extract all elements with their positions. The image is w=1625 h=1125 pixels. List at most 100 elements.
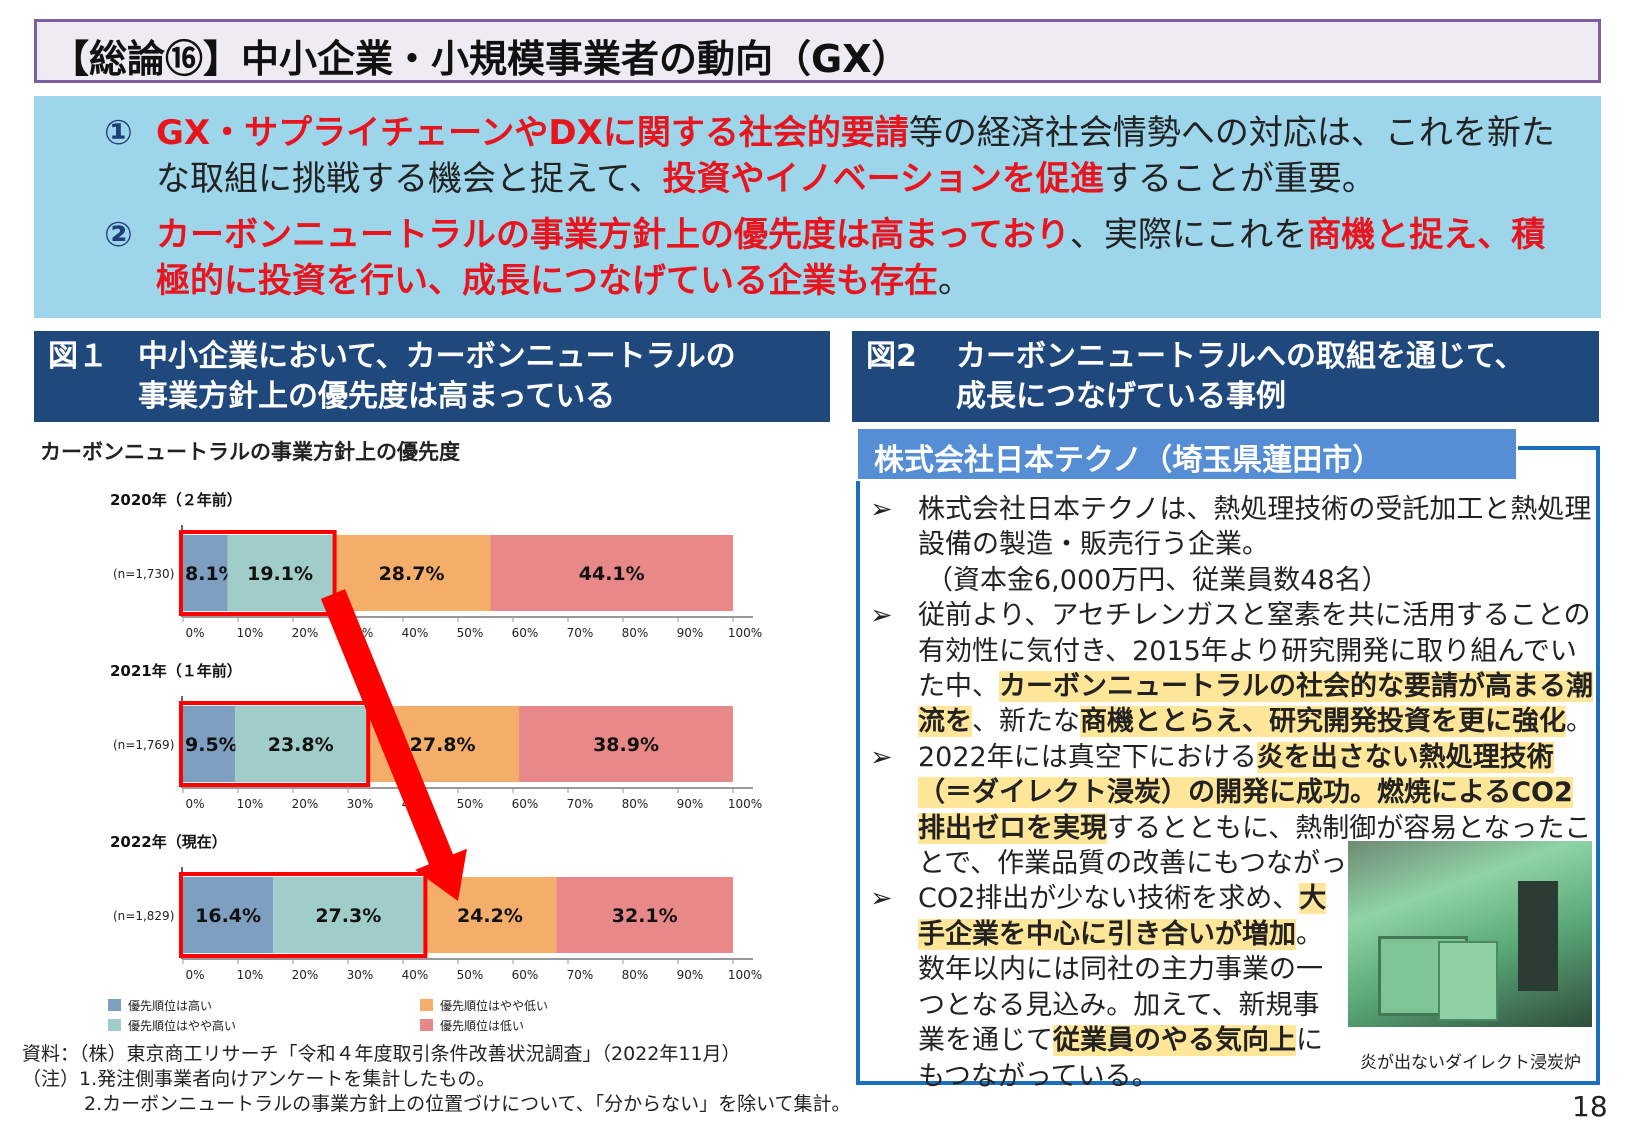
legend-swatch (108, 999, 121, 1011)
body-text: 、実際にこれを (1069, 215, 1308, 255)
trend-arrow-icon (320, 589, 467, 901)
case-bullet: ➢ CO2排出が少ない技術を求め、大手企業を中心に引き合いが増加。数年以内には同社… (870, 881, 1340, 1093)
x-tick-label: 80% (622, 968, 649, 982)
panel-title: 2022年（現在） (110, 833, 227, 851)
body-text: 従前より、アセチレンガスと窒素を共に活用することの有効性に気付き、2015年より… (918, 600, 1591, 703)
body-text: 株式会社日本テクノは、熱処理技術の受託加工と熱処理設備の製造・販売行う企業。 (918, 494, 1592, 561)
highlighted-text: 従業員のやる気向上 (1053, 1025, 1296, 1057)
figure1-title-line: 中小企業において、カーボンニュートラルの (138, 339, 736, 374)
body-text: 等の経済社会情勢への対応は、これを新たな取組に挑戦する機会と捉えて、 (156, 113, 1555, 199)
x-tick-label: 10% (237, 626, 264, 640)
x-tick-label: 70% (567, 626, 594, 640)
body-text: 。数年以内には同社の主力事業の一つとなる見込み。加えて、新規事業を通じて (918, 918, 1323, 1057)
data-label: 44.1% (579, 563, 645, 585)
x-tick-label: 60% (512, 968, 539, 982)
note-2: 2.カーボンニュートラルの事業方針上の位置づけについて、「分からない」を除いて集… (84, 1093, 851, 1115)
data-label: 23.8% (268, 734, 334, 756)
bar-segment (227, 535, 333, 611)
x-tick-label: 100% (728, 626, 762, 640)
sample-size-label: (n=1,730) (113, 567, 174, 581)
figure2-label: 図2 (866, 339, 917, 374)
legend-label: 優先順位は高い (128, 998, 212, 1013)
x-tick-label: 60% (512, 626, 539, 640)
x-tick-label: 100% (728, 797, 762, 811)
x-tick-label: 20% (292, 797, 319, 811)
x-tick-label: 100% (728, 968, 762, 982)
data-label: 27.3% (315, 905, 381, 927)
x-tick-label: 30% (347, 968, 374, 982)
sample-size-label: (n=1,769) (113, 738, 174, 752)
bar-segment (332, 535, 491, 611)
case-bullet: ➢ 株式会社日本テクノは、熱処理技術の受託加工と熱処理設備の製造・販売行う企業。（… (870, 492, 1595, 598)
x-tick-label: 50% (457, 797, 484, 811)
x-tick-label: 20% (292, 626, 319, 640)
data-label: 38.9% (593, 734, 659, 756)
bar-segment (183, 877, 274, 953)
x-tick-label: 10% (237, 797, 264, 811)
arrowhead-bullet-icon: ➢ (870, 600, 893, 632)
summary-item: ① GX・サプライチェーンやDXに関する社会的要請等の経済社会情勢への対応は、これ… (104, 110, 1571, 202)
x-tick-label: 80% (622, 797, 649, 811)
x-tick-label: 40% (402, 968, 429, 982)
figure2-title-line: 成長につなげている事例 (956, 379, 1286, 414)
x-tick-label: 20% (292, 968, 319, 982)
x-tick-label: 30% (347, 797, 374, 811)
summary-item: ② カーボンニュートラルの事業方針上の優先度は高まっており、実際にこれを商機と捉え… (104, 212, 1571, 304)
item-number: ② (104, 215, 133, 255)
x-tick-label: 50% (457, 626, 484, 640)
x-tick-label: 0% (185, 626, 204, 640)
case-bullets: ➢ 株式会社日本テクノは、熱処理技術の受託加工と熱処理設備の製造・販売行う企業。（… (870, 492, 1595, 1094)
bar-segment (490, 535, 733, 611)
sample-size-label: (n=1,829) (113, 909, 174, 923)
x-tick-label: 0% (185, 797, 204, 811)
page-title: 【総論⑯】中小企業・小規模事業者の動向（GX） (34, 19, 1601, 83)
body-text: 2022年には真空下における (918, 741, 1257, 773)
page-number: 18 (1572, 1090, 1608, 1123)
summary-box: ① GX・サプライチェーンやDXに関する社会的要請等の経済社会情勢への対応は、これ… (34, 96, 1601, 318)
source-note: 資料：（株）東京商工リサーチ「令和４年度取引条件改善状況調査」（2022年11月… (22, 1043, 741, 1065)
body-text: 、新たな (972, 706, 1080, 738)
arrowhead-bullet-icon: ➢ (870, 494, 893, 525)
arrowhead-bullet-icon: ➢ (870, 883, 893, 915)
highlight-box (179, 872, 428, 958)
body-text: 。 (1566, 706, 1593, 738)
body-text: CO2排出が少ない技術を求め、 (918, 883, 1300, 915)
company-name: 株式会社日本テクノ（埼玉県蓮田市） (856, 427, 1518, 481)
furnace-photo (1348, 841, 1592, 1027)
case-bullet: ➢ 2022年には真空下における炎を出さない熱処理技術（＝ダイレクト浸炭）の開発に… (870, 740, 1595, 882)
emphasis-text: カーボンニュートラルの事業方針上の優先度は高まっており (156, 215, 1070, 255)
highlight-box (179, 530, 337, 616)
bar-segment (273, 877, 424, 953)
bar-segment (235, 706, 367, 782)
body-text: することが重要。 (1103, 159, 1376, 199)
data-label: 19.1% (247, 563, 313, 585)
x-tick-label: 0% (185, 968, 204, 982)
chart-subtitle: カーボンニュートラルの事業方針上の優先度 (40, 440, 460, 464)
legend-label: 優先順位はやや低い (440, 998, 548, 1013)
x-tick-label: 40% (402, 626, 429, 640)
data-label: 32.1% (612, 905, 678, 927)
bar-segment (519, 706, 733, 782)
legend-swatch (108, 1019, 121, 1031)
x-tick-label: 90% (677, 626, 704, 640)
x-tick-label: 90% (677, 797, 704, 811)
figure1-header: 図１ 中小企業において、カーボンニュートラルの 事業方針上の優先度は高まっている (34, 331, 830, 422)
panel-title: 2020年（２年前） (110, 491, 242, 509)
data-label: 24.2% (457, 905, 523, 927)
legend-label: 優先順位は低い (440, 1018, 524, 1033)
source-notes: 資料：（株）東京商工リサーチ「令和４年度取引条件改善状況調査」（2022年11月… (22, 1042, 851, 1117)
x-tick-label: 70% (567, 797, 594, 811)
emphasis-text: GX・サプライチェーンやDXに関する社会的要請 (156, 113, 909, 153)
case-bullet: ➢ 従前より、アセチレンガスと窒素を共に活用することの有効性に気付き、2015年よ… (870, 598, 1595, 740)
data-label: 16.4% (195, 905, 261, 927)
legend-swatch (420, 999, 433, 1011)
highlighted-text: 商機ととらえ、研究開発投資を更に強化 (1080, 706, 1566, 738)
photo-caption: 炎が出ないダイレクト浸炭炉 (1360, 1053, 1581, 1073)
body-text: 。 (938, 261, 972, 301)
emphasis-text: 投資やイノベーションを促進 (662, 159, 1104, 199)
figure2-title-line: カーボンニュートラルへの取組を通じて、 (956, 339, 1525, 374)
highlight-box (179, 701, 371, 787)
legend-swatch (420, 1019, 433, 1031)
data-label: 27.8% (410, 734, 476, 756)
x-tick-label: 50% (457, 968, 484, 982)
